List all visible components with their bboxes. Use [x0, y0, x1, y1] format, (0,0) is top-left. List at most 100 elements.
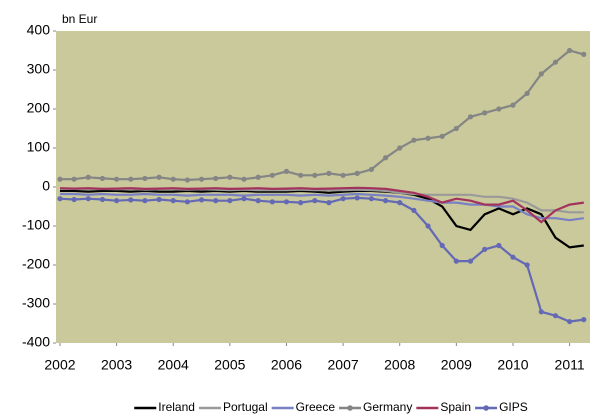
- series-marker: [57, 176, 63, 182]
- series-marker: [312, 172, 318, 178]
- series-marker: [510, 254, 516, 260]
- y-tick-label: 100: [27, 139, 51, 155]
- series-marker: [567, 318, 573, 325]
- x-tick-label: 2009: [441, 357, 472, 373]
- series-marker: [71, 176, 77, 182]
- series-marker: [269, 172, 275, 178]
- series-marker: [354, 195, 360, 201]
- series-marker: [397, 200, 403, 206]
- series-marker: [142, 198, 148, 204]
- x-tick-label: 2003: [101, 357, 132, 373]
- series-marker: [510, 102, 516, 108]
- series-marker: [354, 170, 360, 176]
- series-marker: [538, 309, 544, 315]
- series-marker: [552, 59, 559, 65]
- series-marker: [142, 175, 148, 182]
- x-tick-label: 2002: [44, 357, 75, 373]
- series-marker: [482, 246, 488, 252]
- series-marker: [439, 133, 445, 139]
- series-marker: [411, 207, 417, 213]
- series-marker: [567, 47, 573, 54]
- series-marker: [99, 196, 106, 203]
- series-marker: [326, 170, 332, 176]
- legend-swatch-marker: [347, 405, 353, 411]
- series-marker: [453, 258, 459, 264]
- series-marker: [312, 198, 318, 204]
- legend-label: Spain: [440, 400, 471, 414]
- series-marker: [326, 200, 332, 206]
- x-tick-label: 2006: [271, 357, 302, 373]
- series-marker: [170, 176, 176, 182]
- series-marker: [255, 198, 261, 204]
- series-marker: [453, 125, 459, 132]
- series-marker: [227, 198, 233, 204]
- series-marker: [255, 174, 261, 180]
- series-marker: [397, 145, 403, 151]
- series-marker: [524, 90, 530, 96]
- series-marker: [156, 196, 162, 203]
- series-marker: [227, 174, 233, 180]
- series-marker: [170, 198, 176, 204]
- x-tick-label: 2007: [328, 357, 359, 373]
- series-marker: [298, 200, 304, 206]
- y-tick-label: 300: [27, 61, 51, 77]
- series-marker: [156, 174, 162, 180]
- series-marker: [57, 196, 63, 202]
- series-marker: [552, 313, 559, 319]
- series-marker: [184, 199, 190, 205]
- legend-label: Greece: [296, 400, 336, 414]
- series-marker: [425, 223, 431, 229]
- series-line: [60, 189, 584, 249]
- series-marker: [368, 166, 375, 173]
- legend-label: GIPS: [499, 400, 528, 414]
- series-marker: [71, 196, 77, 203]
- series-marker: [439, 242, 445, 249]
- series-marker: [283, 199, 290, 205]
- legend-swatch-marker: [483, 405, 489, 411]
- series-marker: [113, 176, 120, 182]
- series-line: [59, 186, 584, 224]
- series-marker: [538, 71, 544, 77]
- series-marker: [241, 176, 247, 182]
- y-tick-label: -300: [22, 295, 50, 311]
- series-marker: [128, 197, 134, 203]
- series-marker: [425, 135, 431, 141]
- legend-label: Ireland: [158, 400, 195, 414]
- series-marker: [198, 176, 205, 182]
- y-tick-label: -400: [22, 334, 50, 350]
- y-tick-label: -200: [22, 256, 50, 272]
- series-marker: [298, 172, 304, 178]
- series-marker: [198, 197, 205, 203]
- series-marker: [368, 196, 375, 202]
- series-marker: [269, 199, 275, 205]
- series-marker: [581, 51, 587, 58]
- series-marker: [283, 168, 290, 174]
- y-tick-label: 400: [27, 22, 51, 38]
- series-marker: [411, 137, 417, 143]
- series-marker: [213, 175, 219, 182]
- y-tick-label: 0: [42, 178, 50, 194]
- y-tick-label: 200: [27, 100, 51, 116]
- series-marker: [85, 174, 91, 180]
- series-marker: [496, 106, 502, 112]
- x-tick-label: 2008: [384, 357, 415, 373]
- series-marker: [581, 317, 587, 323]
- series-marker: [128, 176, 134, 182]
- series-marker: [467, 258, 474, 264]
- series-marker: [467, 114, 474, 120]
- series-marker: [213, 198, 219, 204]
- y-axis-label: bn Eur: [62, 12, 97, 26]
- x-tick-label: 2010: [497, 357, 528, 373]
- series-line: [60, 192, 584, 222]
- series-marker: [382, 198, 389, 204]
- x-tick-label: 2005: [214, 357, 245, 373]
- x-tick-label: 2004: [158, 357, 189, 373]
- series-marker: [482, 110, 488, 116]
- series-marker: [496, 242, 502, 249]
- series-marker: [382, 155, 389, 161]
- legend-label: Germany: [363, 400, 412, 414]
- legend-label: Portugal: [223, 400, 268, 414]
- series-marker: [99, 175, 106, 182]
- plot-area: [56, 31, 590, 343]
